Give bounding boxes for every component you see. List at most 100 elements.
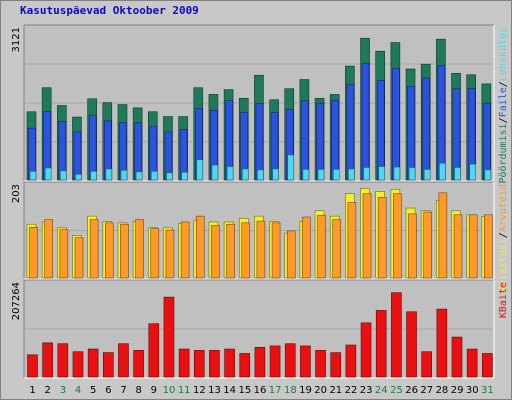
x-tick-label-15: 15 xyxy=(238,385,251,396)
legend-entry-0: KBaite xyxy=(498,282,509,318)
bar-pages-19 xyxy=(302,169,310,181)
x-tick-label-17: 17 xyxy=(269,385,282,396)
x-tick-label-27: 27 xyxy=(420,385,433,396)
x-tick-label-3: 3 xyxy=(60,385,66,396)
bar-hosts-16 xyxy=(256,220,266,279)
bar-hosts-8 xyxy=(135,219,144,279)
x-tick-label-24: 24 xyxy=(375,385,388,396)
bar-hosts-19 xyxy=(302,216,311,279)
y-max-label-top: 3121 xyxy=(11,27,22,52)
y-max-label-middle: 203 xyxy=(11,184,22,203)
bar-files-23 xyxy=(361,62,370,181)
x-tick-label-12: 12 xyxy=(193,385,206,396)
x-tick-label-22: 22 xyxy=(345,385,358,396)
bar-kbytes-12 xyxy=(193,350,205,378)
x-tick-label-8: 8 xyxy=(136,385,142,396)
y-max-label-bottom: 207264 xyxy=(11,282,22,320)
bar-kbytes-10 xyxy=(163,296,175,378)
bar-files-31 xyxy=(483,102,491,181)
bar-hosts-13 xyxy=(211,225,220,279)
legend-entry-2: Lehekülgi xyxy=(498,27,509,81)
bar-files-29 xyxy=(452,88,461,181)
x-tick-label-16: 16 xyxy=(254,385,267,396)
bar-hosts-22 xyxy=(347,202,357,279)
bar-hosts-12 xyxy=(195,215,205,279)
bar-hosts-7 xyxy=(120,223,129,279)
bar-hosts-28 xyxy=(438,192,448,279)
legend-entry-1: Faile xyxy=(498,87,509,117)
x-tick-label-19: 19 xyxy=(299,385,312,396)
bar-pages-16 xyxy=(257,169,264,181)
bar-kbytes-7 xyxy=(118,343,129,378)
bar-hosts-17 xyxy=(271,222,281,279)
bar-kbytes-14 xyxy=(224,348,235,378)
bar-hosts-3 xyxy=(59,229,69,279)
bar-pages-18 xyxy=(287,154,295,181)
bar-hosts-15 xyxy=(241,222,251,279)
bar-kbytes-16 xyxy=(254,346,266,378)
bar-hosts-24 xyxy=(377,197,387,279)
bar-pages-21 xyxy=(332,169,340,181)
bar-pages-3 xyxy=(60,170,67,181)
bar-hosts-14 xyxy=(226,223,235,279)
bar-kbytes-26 xyxy=(406,311,417,378)
bar-pages-4 xyxy=(75,173,82,181)
x-tick-label-23: 23 xyxy=(360,385,373,396)
legend-bottom: KBaite xyxy=(498,282,509,318)
bar-hosts-18 xyxy=(286,230,296,279)
bar-hosts-21 xyxy=(332,219,342,279)
bar-kbytes-20 xyxy=(315,350,326,378)
bar-kbytes-29 xyxy=(451,336,463,378)
bar-pages-7 xyxy=(120,170,128,181)
bar-files-4 xyxy=(73,131,82,181)
bar-kbytes-2 xyxy=(42,342,53,378)
bar-pages-17 xyxy=(272,168,279,181)
legend-separator: / xyxy=(498,81,509,87)
x-tick-label-5: 5 xyxy=(90,385,96,396)
bar-kbytes-1 xyxy=(27,354,38,378)
x-tick-label-26: 26 xyxy=(405,385,418,396)
bar-pages-6 xyxy=(105,168,113,181)
bar-kbytes-28 xyxy=(436,308,448,378)
bar-hosts-9 xyxy=(150,228,160,279)
bar-hosts-29 xyxy=(453,214,463,279)
bar-kbytes-3 xyxy=(57,343,69,378)
legend-separator: / xyxy=(498,117,509,123)
bar-hosts-11 xyxy=(180,221,190,279)
bar-hosts-4 xyxy=(74,237,84,279)
bar-files-22 xyxy=(346,84,355,181)
bar-kbytes-30 xyxy=(466,348,478,378)
x-tick-label-13: 13 xyxy=(208,385,221,396)
bar-hosts-5 xyxy=(89,219,99,279)
bar-pages-20 xyxy=(317,169,325,181)
legend-top: Pöördumisi/Faile/Lehekülgi xyxy=(498,27,509,184)
bar-pages-28 xyxy=(439,162,446,181)
bar-files-8 xyxy=(134,122,142,181)
bar-kbytes-8 xyxy=(133,350,144,378)
x-tick-label-9: 9 xyxy=(151,385,157,396)
bar-kbytes-17 xyxy=(269,345,281,378)
bar-kbytes-6 xyxy=(103,352,114,378)
bar-kbytes-27 xyxy=(421,351,432,378)
x-tick-label-6: 6 xyxy=(105,385,111,396)
bar-kbytes-25 xyxy=(391,292,402,378)
bar-kbytes-19 xyxy=(300,345,311,378)
bar-pages-23 xyxy=(363,167,370,181)
legend-middle: Külastusi/Arvuteid xyxy=(498,184,509,292)
legend-entry-1: Arvuteid xyxy=(498,184,509,232)
bar-kbytes-21 xyxy=(330,352,342,378)
bar-pages-2 xyxy=(44,167,52,181)
x-tick-label-7: 7 xyxy=(120,385,126,396)
x-tick-label-31: 31 xyxy=(481,385,494,396)
x-tick-label-18: 18 xyxy=(284,385,297,396)
bar-kbytes-9 xyxy=(148,323,160,378)
x-tick-label-25: 25 xyxy=(390,385,403,396)
bar-kbytes-11 xyxy=(178,348,190,378)
legend-entry-0: Pöördumisi xyxy=(498,123,509,183)
bar-pages-5 xyxy=(90,171,97,181)
bar-files-16 xyxy=(255,103,264,181)
bar-pages-26 xyxy=(408,167,416,181)
x-tick-label-2: 2 xyxy=(45,385,51,396)
